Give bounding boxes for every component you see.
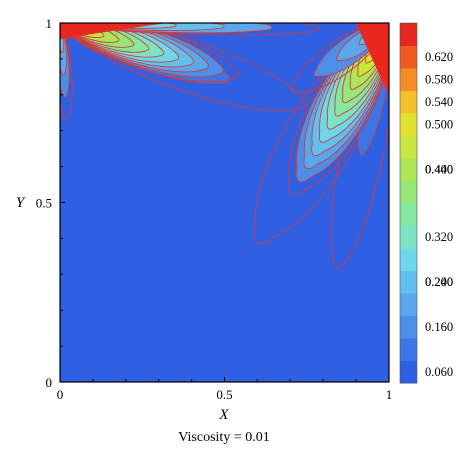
colorbar-tick-label: 0.240 xyxy=(425,275,453,289)
colorbar-swatch xyxy=(400,360,417,384)
colorbar-swatch xyxy=(400,270,417,294)
colorbar-tick-label: 0.160 xyxy=(425,320,453,334)
colorbar-swatch xyxy=(400,45,417,69)
colorbar-tick-label: 0.200 xyxy=(425,275,453,289)
colorbar-swatch xyxy=(400,90,417,114)
colorbar-swatch xyxy=(400,293,417,316)
colorbar-swatch xyxy=(400,315,417,339)
colorbar-tick-label: 0.060 xyxy=(425,365,453,379)
colorbar-tick-label: 0.620 xyxy=(425,50,453,64)
x-axis-label: X xyxy=(218,407,229,423)
x-tick-label: 0 xyxy=(57,387,64,402)
colorbar-swatch xyxy=(400,23,417,46)
colorbar-swatch xyxy=(400,68,417,91)
colorbar-swatch xyxy=(400,248,417,271)
colorbar-swatch xyxy=(400,225,417,249)
corner-hot-band-right xyxy=(355,23,389,95)
colorbar-swatch xyxy=(400,135,417,159)
contour-layer xyxy=(60,23,389,269)
lobe-left-top-contour-level xyxy=(60,23,321,36)
colorbar-tick-label: 0.400 xyxy=(425,162,453,176)
colorbar-tick-label: 0.440 xyxy=(425,162,453,176)
colorbar-tick-label: 0.500 xyxy=(425,117,453,131)
colorbar-swatch xyxy=(400,338,417,361)
y-axis: 00.51 xyxy=(36,16,65,390)
colorbar-swatch xyxy=(400,158,417,181)
lobe-left-down-contour-level xyxy=(60,23,73,120)
y-tick-label: 0.5 xyxy=(36,196,52,211)
colorbar-tick-label: 0.580 xyxy=(425,72,453,86)
colorbar-swatch xyxy=(400,203,417,226)
x-axis: 0 0.5 1 xyxy=(57,377,393,402)
y-tick-label: 1 xyxy=(46,16,53,31)
figure-caption: Viscosity = 0.01 xyxy=(178,430,269,445)
lid-hot-band-left xyxy=(60,23,166,40)
y-tick-label: 0 xyxy=(46,375,53,390)
colorbar-tick-label: 0.320 xyxy=(425,230,453,244)
colorbar-swatch xyxy=(400,113,417,136)
y-axis-label: Y xyxy=(16,195,26,211)
x-tick-label: 1 xyxy=(386,387,393,402)
colorbar-frame xyxy=(399,22,418,384)
x-tick-label: 0.5 xyxy=(216,387,232,402)
colorbar-tick-label: 0.540 xyxy=(425,95,453,109)
lobe-right-upper-contour-level xyxy=(291,23,389,93)
colorbar-swatch xyxy=(400,180,417,204)
